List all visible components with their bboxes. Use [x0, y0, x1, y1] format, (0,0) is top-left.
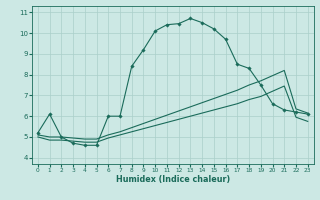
- X-axis label: Humidex (Indice chaleur): Humidex (Indice chaleur): [116, 175, 230, 184]
